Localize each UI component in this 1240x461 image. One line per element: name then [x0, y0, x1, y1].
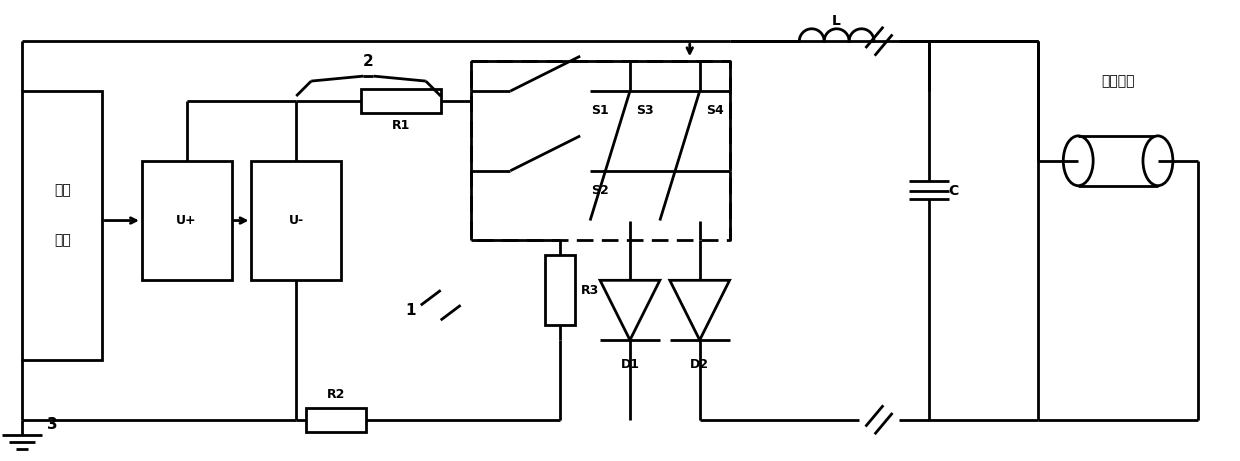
Text: D1: D1: [620, 359, 640, 372]
Text: S3: S3: [636, 105, 653, 118]
Bar: [306, 408, 366, 431]
Text: R1: R1: [392, 119, 410, 132]
Bar: [252, 161, 341, 280]
Bar: [546, 255, 575, 325]
Text: L: L: [832, 14, 841, 28]
Polygon shape: [670, 280, 729, 340]
Ellipse shape: [1143, 136, 1173, 186]
Text: D2: D2: [691, 359, 709, 372]
Text: U+: U+: [176, 214, 197, 227]
Text: S2: S2: [591, 184, 609, 197]
Text: 2: 2: [363, 53, 373, 69]
Text: 系统: 系统: [53, 233, 71, 248]
Text: C: C: [949, 183, 959, 198]
Bar: [361, 89, 440, 113]
Text: R2: R2: [327, 388, 345, 402]
Bar: [141, 161, 232, 280]
Text: U-: U-: [289, 214, 304, 227]
Text: 控制: 控制: [53, 183, 71, 198]
Polygon shape: [600, 280, 660, 340]
Text: 被测电缆: 被测电缆: [1101, 74, 1135, 88]
Text: 3: 3: [47, 417, 57, 432]
Ellipse shape: [1063, 136, 1094, 186]
Text: S4: S4: [706, 105, 723, 118]
Bar: [22, 91, 102, 360]
Text: S1: S1: [591, 105, 609, 118]
Text: 1: 1: [405, 303, 417, 318]
Text: R3: R3: [582, 284, 599, 297]
